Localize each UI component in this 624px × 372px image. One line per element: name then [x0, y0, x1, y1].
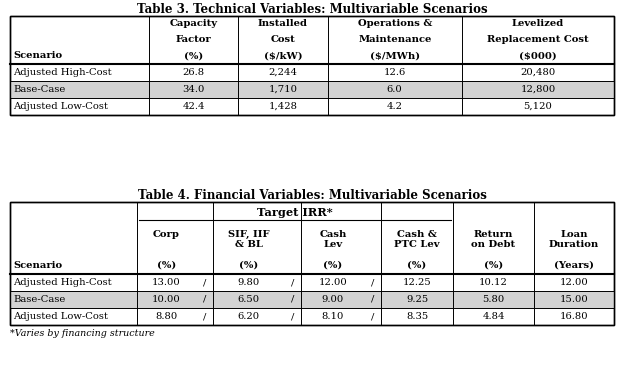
Text: Maintenance: Maintenance — [358, 35, 431, 45]
Text: Target IRR*: Target IRR* — [257, 206, 333, 218]
Text: SIF, IIF
& BL: SIF, IIF & BL — [228, 230, 270, 249]
Text: Levelized: Levelized — [512, 19, 564, 29]
Text: 1,428: 1,428 — [268, 102, 298, 111]
Text: 8.80: 8.80 — [155, 312, 178, 321]
Text: 10.00: 10.00 — [152, 295, 181, 304]
Text: Scenario: Scenario — [13, 261, 62, 270]
Text: /: / — [291, 312, 295, 321]
Text: Loan
Duration: Loan Duration — [549, 230, 599, 249]
Bar — [10, 81, 614, 98]
Text: Scenario: Scenario — [13, 51, 62, 60]
Text: *Varies by financing structure: *Varies by financing structure — [10, 329, 155, 338]
Text: 1,710: 1,710 — [268, 85, 298, 94]
Text: 9.80: 9.80 — [238, 278, 260, 287]
Text: (%): (%) — [157, 261, 176, 270]
Text: Cost: Cost — [271, 35, 295, 45]
Text: (%): (%) — [407, 261, 427, 270]
Text: /: / — [203, 312, 206, 321]
Text: (Years): (Years) — [554, 261, 594, 270]
Text: 6.20: 6.20 — [238, 312, 260, 321]
Text: 5,120: 5,120 — [524, 102, 552, 111]
Text: Adjusted High-Cost: Adjusted High-Cost — [13, 278, 112, 287]
Text: ($/kW): ($/kW) — [264, 51, 302, 61]
Text: 12.6: 12.6 — [384, 68, 406, 77]
Text: Cash &
PTC Lev: Cash & PTC Lev — [394, 230, 440, 249]
Text: ($000): ($000) — [519, 51, 557, 61]
Text: Cash
Lev: Cash Lev — [319, 230, 346, 249]
Text: 6.0: 6.0 — [387, 85, 402, 94]
Text: /: / — [371, 295, 374, 304]
Text: Installed: Installed — [258, 19, 308, 29]
Text: 12.25: 12.25 — [402, 278, 431, 287]
Text: /: / — [371, 278, 374, 287]
Text: 20,480: 20,480 — [520, 68, 555, 77]
Bar — [10, 16, 614, 115]
Text: Return
on Debt: Return on Debt — [472, 230, 515, 249]
Text: 12,800: 12,800 — [520, 85, 555, 94]
Text: (%): (%) — [484, 261, 503, 270]
Text: /: / — [291, 278, 295, 287]
Text: Factor: Factor — [176, 35, 212, 45]
Text: 15.00: 15.00 — [560, 295, 588, 304]
Text: 42.4: 42.4 — [182, 102, 205, 111]
Text: 8.10: 8.10 — [321, 312, 344, 321]
Text: (%): (%) — [239, 261, 258, 270]
Text: 2,244: 2,244 — [268, 68, 298, 77]
Text: 13.00: 13.00 — [152, 278, 181, 287]
Text: Corp: Corp — [153, 230, 180, 239]
Text: 6.50: 6.50 — [238, 295, 260, 304]
Text: /: / — [203, 295, 206, 304]
Bar — [10, 202, 614, 325]
Text: Adjusted Low-Cost: Adjusted Low-Cost — [13, 102, 108, 111]
Text: 9.00: 9.00 — [322, 295, 344, 304]
Text: 4.84: 4.84 — [482, 312, 505, 321]
Text: 10.12: 10.12 — [479, 278, 508, 287]
Text: /: / — [291, 295, 295, 304]
Text: Operations &: Operations & — [358, 19, 432, 29]
Text: Base-Case: Base-Case — [13, 85, 66, 94]
Text: (%): (%) — [184, 51, 203, 61]
Text: 26.8: 26.8 — [183, 68, 205, 77]
Text: Table 4. Financial Variables: Multivariable Scenarios: Table 4. Financial Variables: Multivaria… — [137, 189, 487, 202]
Text: /: / — [371, 312, 374, 321]
Bar — [10, 16, 614, 115]
Text: 34.0: 34.0 — [182, 85, 205, 94]
Text: /: / — [203, 278, 206, 287]
Text: 12.00: 12.00 — [560, 278, 588, 287]
Text: Adjusted Low-Cost: Adjusted Low-Cost — [13, 312, 108, 321]
Text: 5.80: 5.80 — [482, 295, 505, 304]
Text: Adjusted High-Cost: Adjusted High-Cost — [13, 68, 112, 77]
Text: Table 3. Technical Variables: Multivariable Scenarios: Table 3. Technical Variables: Multivaria… — [137, 3, 487, 16]
Text: 16.80: 16.80 — [560, 312, 588, 321]
Bar — [10, 202, 614, 325]
Text: 9.25: 9.25 — [406, 295, 428, 304]
Bar — [10, 291, 614, 308]
Text: Base-Case: Base-Case — [13, 295, 66, 304]
Text: 8.35: 8.35 — [406, 312, 428, 321]
Text: ($/MWh): ($/MWh) — [369, 51, 420, 61]
Text: Capacity: Capacity — [170, 19, 218, 29]
Text: 12.00: 12.00 — [318, 278, 347, 287]
Text: (%): (%) — [323, 261, 343, 270]
Text: 4.2: 4.2 — [387, 102, 402, 111]
Text: Replacement Cost: Replacement Cost — [487, 35, 588, 45]
